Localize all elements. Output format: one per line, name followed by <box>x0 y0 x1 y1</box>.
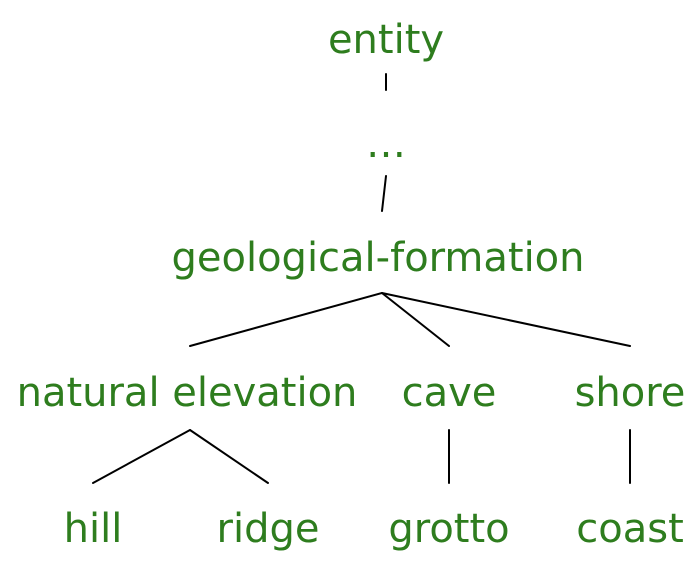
node-shore: shore <box>574 370 686 416</box>
node-natural-elevation: natural elevation <box>16 370 358 416</box>
node-ridge: ridge <box>216 506 320 552</box>
edge-ellipsis-geological-formation <box>381 175 387 212</box>
edge-geological-formation-shore <box>381 292 631 347</box>
node-grotto: grotto <box>388 506 510 552</box>
edge-geological-formation-cave <box>381 292 450 347</box>
node-cave: cave <box>401 370 497 416</box>
node-hill: hill <box>63 506 123 552</box>
edge-natural-elevation-hill <box>92 429 191 484</box>
edge-natural-elevation-ridge <box>189 429 269 484</box>
node-entity: entity <box>327 17 445 63</box>
node-geological-formation: geological-formation <box>171 235 585 281</box>
node-ellipsis: … <box>366 121 406 167</box>
edge-geological-formation-natural-elevation <box>189 292 383 347</box>
node-coast: coast <box>576 506 684 552</box>
